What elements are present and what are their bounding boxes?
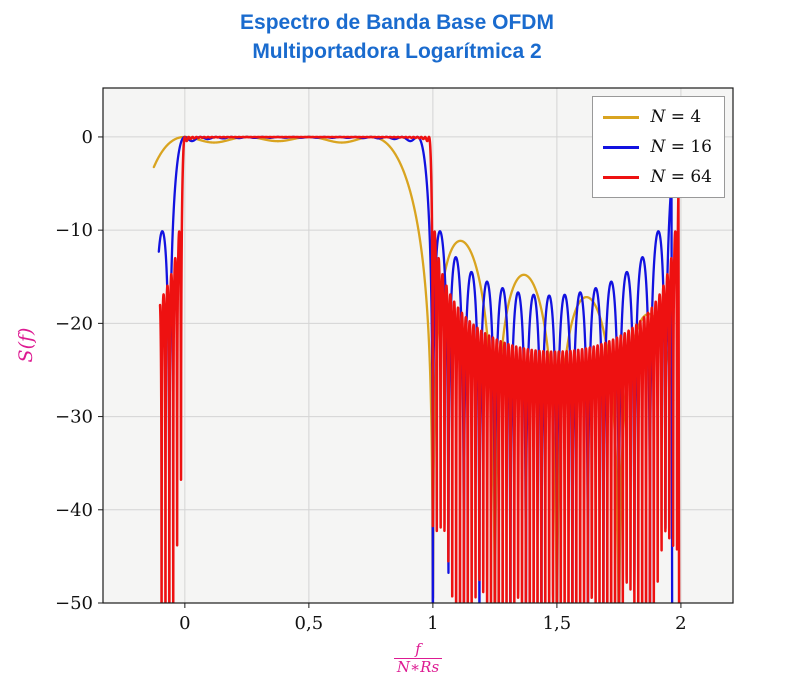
series-curves (152, 135, 681, 603)
x-axis-label-numerator: f (415, 640, 421, 658)
x-tick-label: 1 (427, 613, 438, 634)
chart-title-line2: Multiportadora Logarítmica 2 (252, 40, 542, 63)
x-tick-label: 0 (179, 613, 190, 634)
chart-title: Espectro de Banda Base OFDM Multiportado… (0, 8, 794, 66)
legend-line-swatch (603, 175, 640, 179)
chart-title-line1: Espectro de Banda Base OFDM (240, 11, 554, 34)
y-tick-label: −20 (55, 313, 93, 334)
x-axis-label-denominator: N∗Rs (396, 658, 440, 677)
y-tick-label: −30 (55, 407, 93, 428)
legend-line-swatch (603, 115, 640, 119)
legend-line-swatch (603, 145, 640, 149)
y-tick-label: −10 (55, 220, 93, 241)
x-tick-label: 1,5 (543, 613, 572, 634)
legend-label: N = 64 (650, 167, 712, 187)
tick-labels: 0 0,5 1 1,5 2 0 −10 −20 −30 −40 −50 (55, 127, 687, 634)
x-tick-label: 0,5 (295, 613, 324, 634)
legend-item: N = 64 (603, 162, 712, 192)
y-tick-label: 0 (82, 127, 93, 148)
x-axis-fraction: f N∗Rs (394, 640, 442, 677)
x-axis-fraction-bar (394, 658, 442, 660)
y-tick-label: −50 (55, 593, 93, 614)
axes-frame (98, 87, 734, 608)
legend-item: N = 16 (603, 132, 712, 162)
y-tick-label: −40 (55, 500, 93, 521)
legend: N = 4 N = 16 N = 64 (592, 96, 725, 198)
legend-label: N = 16 (650, 137, 712, 157)
y-axis-label: S(f) (15, 327, 37, 363)
legend-item: N = 4 (603, 102, 712, 132)
series-line-N-64 (158, 135, 681, 603)
x-axis-label: f N∗Rs (21, 640, 794, 677)
x-tick-label: 2 (675, 613, 686, 634)
legend-label: N = 4 (650, 107, 702, 127)
